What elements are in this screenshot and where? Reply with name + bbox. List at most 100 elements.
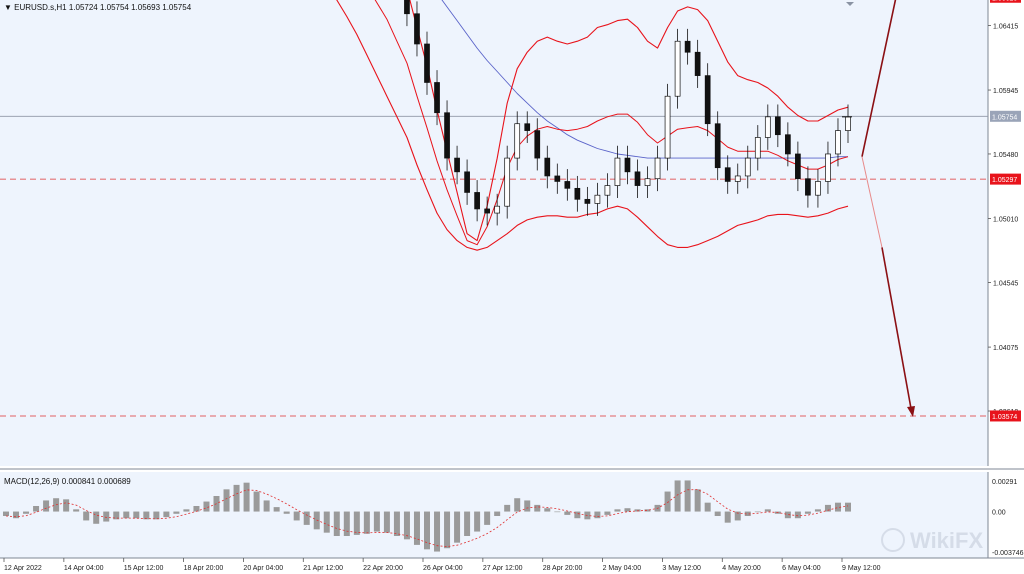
macd-bar [454,511,461,543]
macd-bar [634,509,641,512]
projection-up-arrow [861,0,897,157]
time-tick-label: 4 May 20:00 [722,565,761,572]
price-tick-label: 1.04075 [993,345,1018,352]
candle-body [594,194,601,204]
macd-bar [343,511,350,536]
macd-bar [223,489,230,512]
candle-body [484,208,490,214]
time-tick-label: 3 May 12:00 [662,565,701,572]
macd-bar [193,506,200,512]
macd-bar [714,511,721,516]
candle-body [825,153,831,182]
macd-bar [514,498,521,512]
horizontal-levels [0,115,988,417]
macd-bar [504,504,511,512]
macd-bar [323,511,330,533]
macd-bar [824,504,831,512]
time-tick-label: 15 Apr 12:00 [124,565,164,572]
macd-bar [373,511,380,532]
macd-bar [464,511,471,536]
macd-bar [333,511,340,536]
macd-bar [434,511,441,552]
time-tick-label: 21 Apr 12:00 [303,565,343,572]
level-badge-1.06620 [990,0,1021,3]
candle-body [644,178,651,186]
macd-label: MACD(12,26,9) 0.000841 0.000689 [4,477,131,486]
time-tick-label: 28 Apr 20:00 [543,565,583,572]
price-axis-background [988,0,1024,466]
candle-body [544,157,551,177]
macd-signal-line [5,489,849,548]
macd-bar [143,511,150,520]
macd-bar [83,511,90,521]
candle-body [654,157,661,180]
candle-body [414,13,420,45]
macd-histogram [3,480,851,552]
macd-bar [684,480,691,512]
candle-body [694,51,701,76]
price-tick-label: 1.05010 [993,217,1018,224]
macd-bar [534,504,541,512]
macd-tick-label: 0.00 [992,510,1006,517]
macd-bar [103,511,110,522]
macd-bar [494,511,501,516]
macd-bar [263,500,270,512]
candle-body [614,157,621,186]
level-badge-1.05297 [990,173,1021,185]
macd-bar [273,507,280,512]
price-series [404,0,852,226]
price-tick-label: 1.04545 [993,280,1018,287]
time-tick-label: 27 Apr 12:00 [483,565,523,572]
macd-bar [243,482,250,512]
macd-bar [13,511,20,519]
macd-bar [173,511,180,514]
macd-bar [203,501,210,512]
level-badge-label: 1.05754 [992,114,1017,121]
macd-bar [784,511,791,519]
candle-body [434,82,440,114]
watermark: WikiFX [881,528,983,553]
candle-body [764,116,771,138]
macd-bar [253,491,260,512]
candle-body [574,187,581,200]
chart-shift-marker[interactable] [846,2,854,6]
macd-bar [413,511,420,545]
macd-bar [183,509,190,512]
candle-body [805,178,811,196]
candle-body [754,137,761,159]
candle-body [464,171,470,193]
level-badge-1.05754 [990,110,1021,122]
macd-bar [153,511,160,520]
macd-bar [73,509,80,512]
macd-bar [814,509,821,512]
macd-axis-background [988,472,1024,558]
candle-body [734,175,741,182]
watermark-text: WikiFX [910,528,983,553]
macd-bar [484,511,491,525]
time-tick-label: 6 May 04:00 [782,565,821,572]
macd-bar [644,509,651,512]
moving-average-line [441,0,848,159]
level-badges: 1.105001.101311.098611.094021.089001.083… [990,0,1021,422]
price-plot-area[interactable] [0,0,988,466]
candle-body [524,123,531,131]
macd-bar [113,511,120,520]
macd-bar [834,502,841,512]
candle-body [504,157,511,207]
macd-bar [694,489,701,512]
macd-bar [744,511,751,516]
macd-bar [444,511,451,549]
macd-bar [43,500,50,512]
candle-body [704,75,711,125]
macd-bar [93,511,100,524]
watermark-logo-icon [881,528,905,552]
macd-bar [163,511,170,518]
candle-body [494,205,501,214]
macd-bar [794,511,801,519]
macd-bar [524,500,531,512]
candle-body [554,175,561,182]
macd-bar [804,511,811,514]
candle-body [795,153,801,180]
time-axis: 12 Apr 2022 14 Apr 04:00 15 Apr 12:00 18 Ap… [3,558,881,572]
